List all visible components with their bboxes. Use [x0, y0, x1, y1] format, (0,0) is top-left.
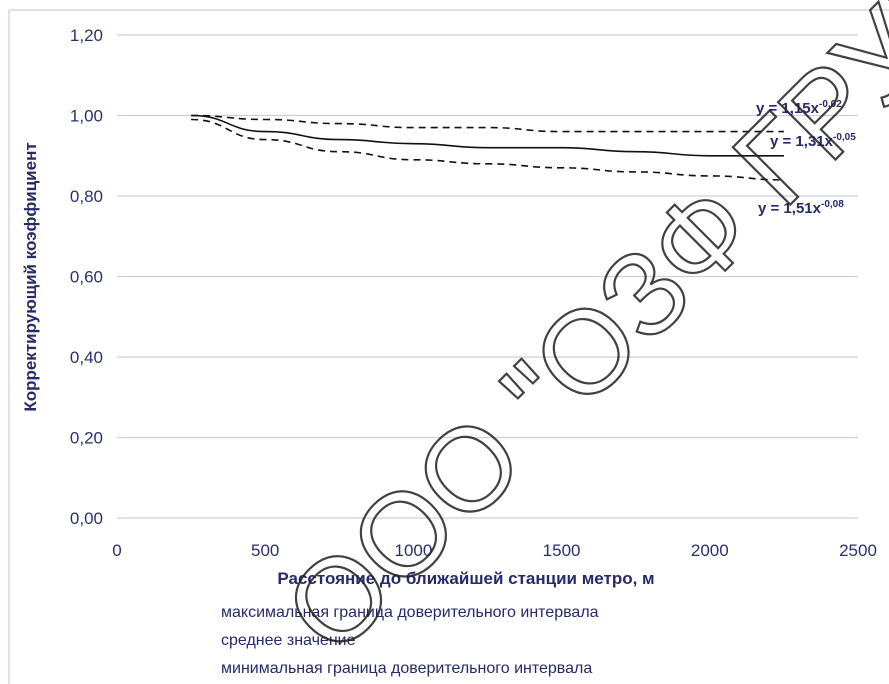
x-tick-label: 0	[112, 541, 121, 560]
y-tick-label: 0,00	[70, 509, 103, 528]
legend-entry-mean: среднее значение	[221, 632, 356, 649]
equation-label-lower: y = 1,51x-0,08	[758, 199, 844, 217]
gridlines	[117, 34, 858, 519]
x-axis-label: Расстояние до ближайшей станции метро, м	[277, 569, 654, 588]
equation-label-upper: y = 1,15x-0,02	[756, 99, 842, 117]
y-tick-label: 1,00	[70, 107, 103, 126]
x-tick-label: 1000	[394, 541, 432, 560]
y-tick-label: 0,60	[70, 268, 103, 287]
series-line-mean	[191, 114, 784, 157]
series-line-lower	[191, 118, 784, 181]
y-axis-label: Корректирующий коэффициент	[21, 142, 40, 411]
series-line-upper	[191, 114, 784, 133]
x-tick-label: 500	[251, 541, 279, 560]
series-lines	[191, 114, 784, 181]
y-tick-label: 0,80	[70, 187, 103, 206]
x-tick-label: 1500	[543, 541, 581, 560]
y-tick-label: 0,40	[70, 348, 103, 367]
x-tick-labels: 0 500 1000 1500 2000 2500	[112, 541, 877, 560]
x-tick-label: 2000	[691, 541, 729, 560]
x-tick-label: 2500	[839, 541, 877, 560]
legend-entry-upper: максимальная граница доверительного инте…	[221, 604, 599, 621]
y-tick-labels: 0,00 0,20 0,40 0,60 0,80 1,00 1,20	[70, 26, 103, 528]
equation-label-mean: y = 1,31x-0,05	[770, 132, 856, 150]
y-tick-label: 0,20	[70, 429, 103, 448]
y-tick-label: 1,20	[70, 26, 103, 45]
legend-entry-lower: минимальная граница доверительного интер…	[221, 660, 592, 677]
